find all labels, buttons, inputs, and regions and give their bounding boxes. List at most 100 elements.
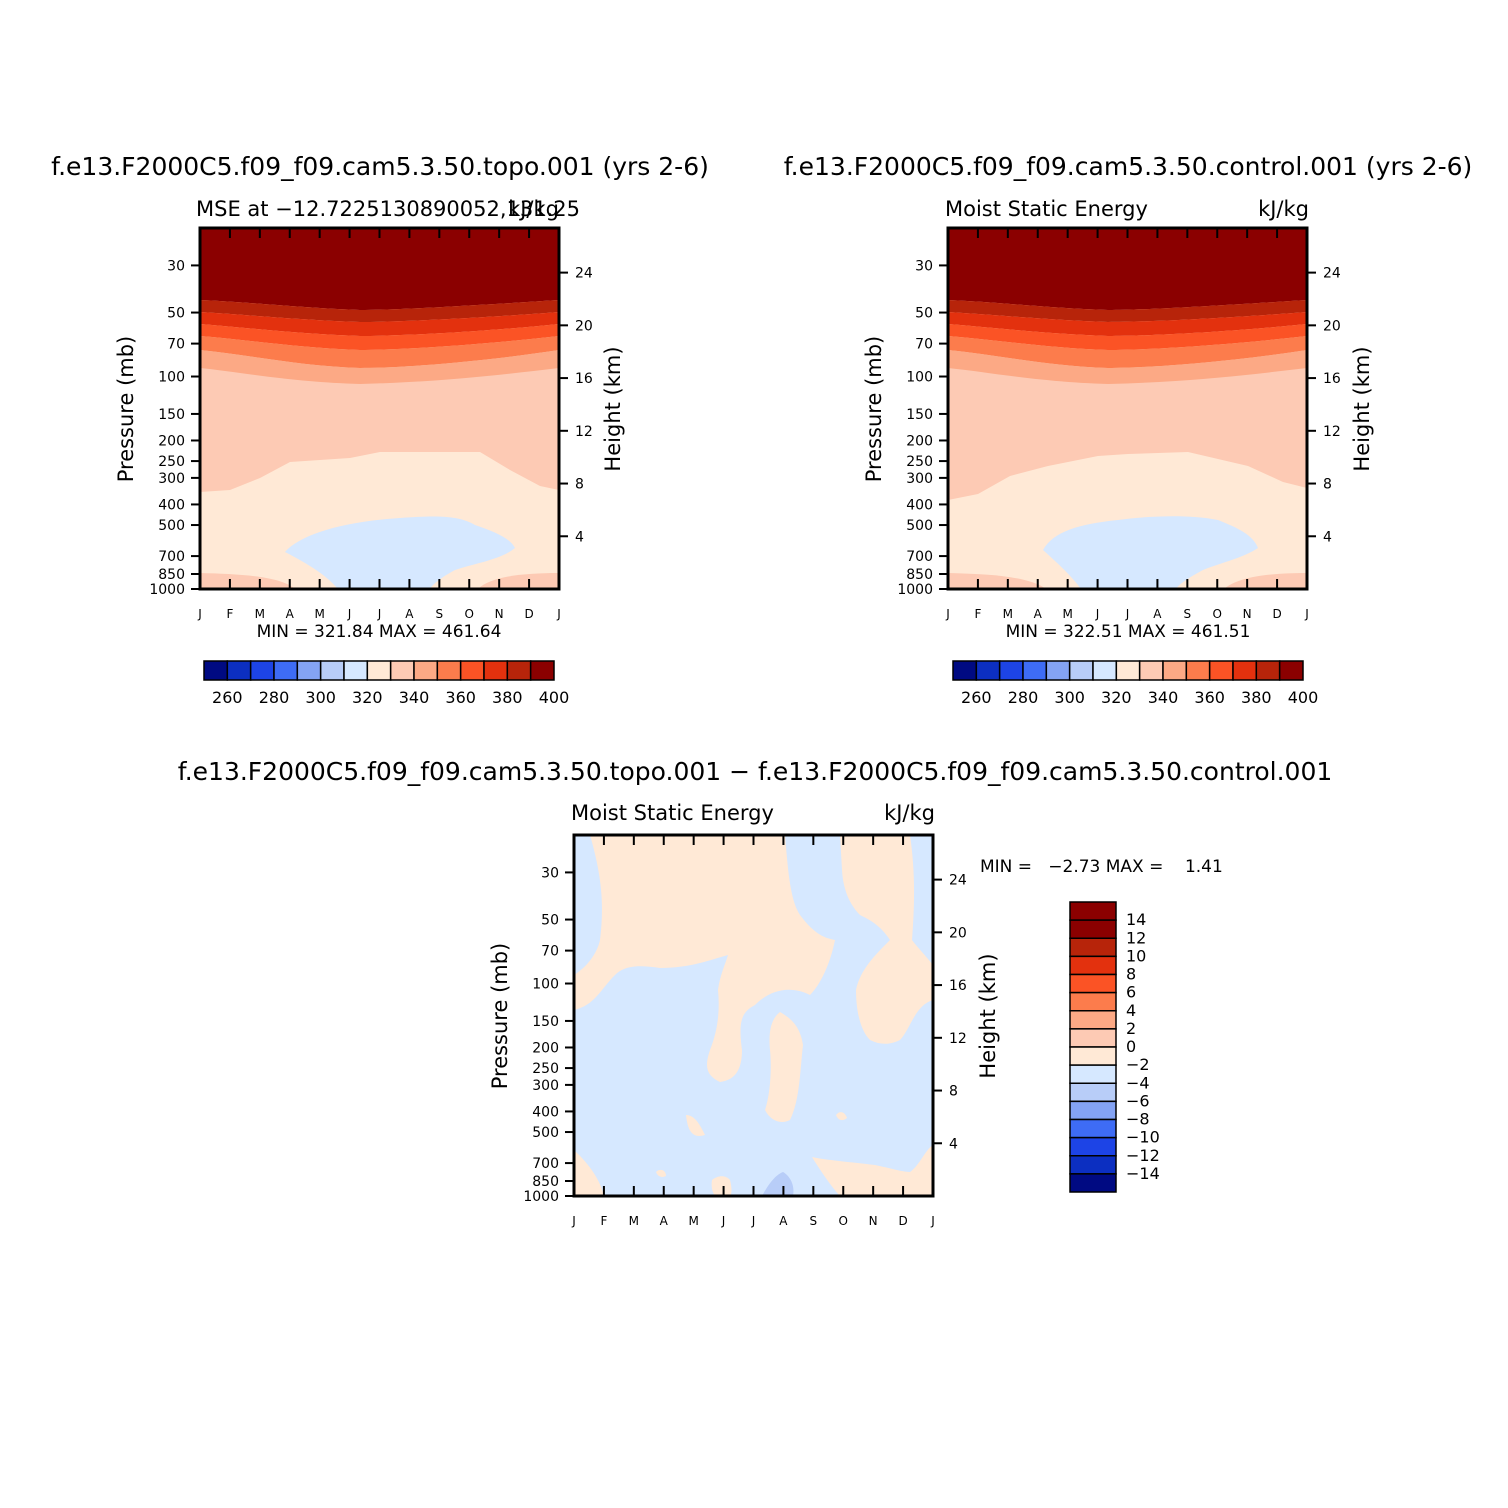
panel2-xtick-label: S [1184, 607, 1192, 621]
panel1-colorbar-swatch [506, 660, 532, 681]
panel3-ylabel: Pressure (mb) [488, 943, 512, 1090]
panel2-colorbar-swatch [975, 660, 1001, 681]
panel3-band-3 [910, 835, 933, 965]
panel3-colorbar-swatch [1069, 937, 1117, 958]
panel1-band-8 [200, 573, 295, 589]
panel1-ytick-label: 700 [158, 549, 185, 565]
panel3-ytick-label: 70 [541, 944, 559, 960]
panel3-xtick-label: J [571, 1214, 576, 1228]
panel2-colorbar: 260 280 300 320 340 360 380 400 [952, 660, 1318, 707]
panel3-ytick-label: 100 [532, 977, 559, 993]
panel3-band-7 [574, 1150, 604, 1196]
panel1-colorbar-label: 280 [259, 688, 290, 707]
panel2-xtick-label: N [1243, 607, 1252, 621]
panel1-title: f.e13.F2000C5.f09_f09.cam5.3.50.topo.001… [51, 152, 709, 181]
panel3-ytick-label: 50 [541, 913, 559, 929]
panel3-y2label: Height (km) [976, 953, 1000, 1078]
panel1-xtick-label: M [314, 607, 324, 621]
panel1-colorbar-swatch [226, 660, 252, 681]
panel3-colorbar-swatch [1069, 973, 1117, 994]
panel3-colorbar-swatch [1069, 919, 1117, 939]
panel2-ytick-label: 500 [906, 518, 933, 534]
panel1-colorbar-label: 300 [305, 688, 336, 707]
panel3-title: f.e13.F2000C5.f09_f09.cam5.3.50.topo.001… [178, 757, 1333, 786]
panel2-y2tick-label: 20 [1323, 318, 1341, 334]
panel3-colorbar-label: −10 [1126, 1128, 1160, 1147]
panel2-ytick-label: 400 [906, 497, 933, 513]
panel1-colorbar-swatch [249, 660, 275, 681]
panel2-ytick-label: 1000 [897, 582, 933, 598]
panel1-colorbar-label: 400 [539, 688, 570, 707]
panel1-y2tick-label: 16 [575, 371, 593, 387]
panel1-left-string: MSE at −12.7225130890052,131.25 [196, 197, 580, 221]
panel1-stats: MIN = 321.84 MAX = 461.64 [257, 622, 502, 642]
panel2-colorbar-swatch [1045, 660, 1071, 681]
panel2-colorbar-swatch [1255, 660, 1281, 681]
panel3-colorbar-label: 6 [1126, 983, 1136, 1002]
panel2-colorbar-label: 260 [961, 688, 992, 707]
panel3-colorbar-label: −4 [1126, 1073, 1150, 1092]
panel1-y2tick-label: 12 [575, 424, 593, 440]
panel2-xtick-label: D [1272, 607, 1281, 621]
panel3-colorbar-label: −8 [1126, 1110, 1150, 1129]
panel2-colorbar-swatch [998, 660, 1024, 681]
panel2-contour-field [948, 228, 1307, 589]
panel1-y2tick-label: 20 [575, 318, 593, 334]
panel3-band-8 [812, 1145, 933, 1196]
panel2-band-6 [948, 350, 1307, 384]
panel2-y2label: Height (km) [1350, 346, 1374, 471]
panel2-colorbar-label: 280 [1008, 688, 1039, 707]
panel2-y2tick-label: 12 [1323, 424, 1341, 440]
panel1-y2tick-label: 24 [575, 266, 593, 282]
panel1-xtick-label: J [377, 607, 382, 621]
panel2-xtick-label: F [974, 607, 981, 621]
panel2-xtick-label: J [1095, 607, 1100, 621]
panel1-ytick-label: 850 [158, 567, 185, 583]
panel3-y2tick-label: 16 [949, 978, 967, 994]
panel1-ytick-label: 150 [158, 407, 185, 423]
panel3-xtick-label: M [629, 1214, 639, 1228]
panel3-xtick-label: S [810, 1214, 818, 1228]
panel1-band-5 [200, 336, 559, 368]
panel3-band-9 [711, 1176, 732, 1196]
panel2-colorbar-swatch [1185, 660, 1211, 681]
panel3-colorbar-label: 14 [1126, 910, 1146, 929]
panel1-colorbar-swatch [529, 660, 555, 681]
panel3-ytick-label: 850 [532, 1174, 559, 1190]
panel2-xtick-label: A [1034, 607, 1043, 621]
panel3-colorbar-label: −14 [1126, 1164, 1160, 1183]
panel3-colorbar-label: −12 [1126, 1146, 1160, 1165]
panel2-y2tick-label: 8 [1323, 477, 1332, 493]
panel3-colorbar-label: −6 [1126, 1091, 1150, 1110]
panel3-xtick-label: M [688, 1214, 698, 1228]
panel1-ytick-label: 70 [167, 337, 185, 353]
panel2-band-10 [1043, 516, 1258, 589]
panel1-xtick-label: M [255, 607, 265, 621]
panel3-colorbar-label: −2 [1126, 1055, 1150, 1074]
panel3-right-string: kJ/kg [884, 801, 935, 825]
panel3-band-2 [840, 835, 933, 1044]
panel3-band-4 [765, 1012, 803, 1122]
panel1-ytick-label: 400 [158, 497, 185, 513]
panel2-ytick-label: 50 [915, 306, 933, 322]
panel3-xtick-label: D [898, 1214, 907, 1228]
panel3-band-10 [656, 1169, 666, 1177]
panel3-band-6 [836, 1112, 847, 1121]
panel2-xtick-label: M [1003, 607, 1013, 621]
panel1-y2tick-label: 8 [575, 477, 584, 493]
panel3-ytick-label: 500 [532, 1125, 559, 1141]
panel1-ytick-label: 1000 [149, 582, 185, 598]
panel3-colorbar-swatch [1069, 1082, 1117, 1103]
panel3-ytick-label: 400 [532, 1104, 559, 1120]
panel1-xtick-label: S [436, 607, 444, 621]
panel2-y2-ticks: 24 20 16 12 8 4 [1307, 266, 1341, 545]
panel2-band-1 [948, 228, 1307, 310]
panel2-ytick-label: 700 [906, 549, 933, 565]
panel1-xtick-label: A [405, 607, 414, 621]
panel2-colorbar-swatch [1022, 660, 1048, 681]
